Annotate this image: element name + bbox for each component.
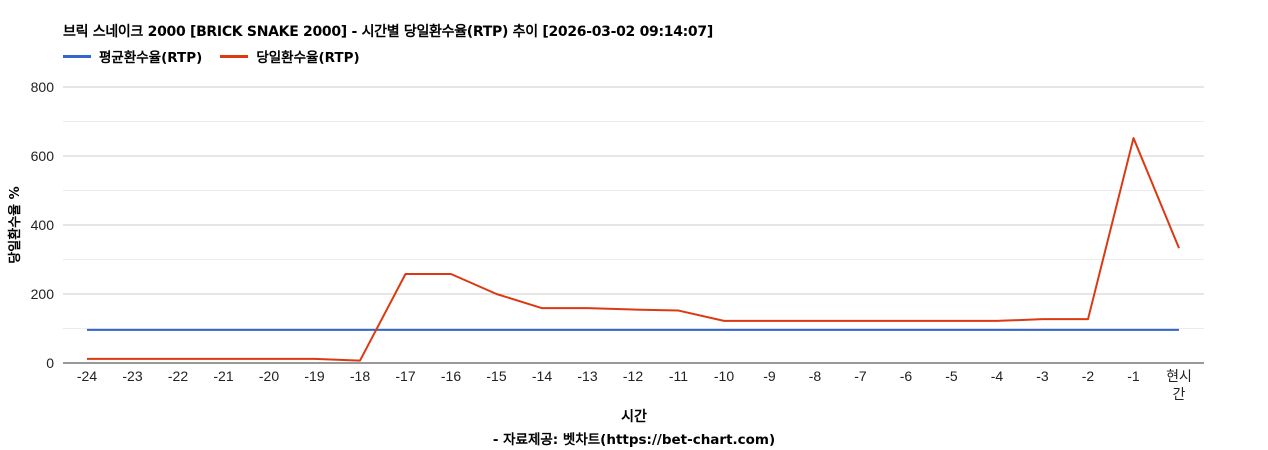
x-tick-label: -1: [1127, 368, 1140, 384]
x-tick-label: -3: [1036, 368, 1049, 384]
x-tick-label: -19: [304, 368, 324, 384]
x-tick-label: 간: [1173, 386, 1186, 402]
legend-swatch-average: [63, 54, 91, 58]
legend-item-daily[interactable]: 당일환수율(RTP): [220, 46, 360, 66]
x-tick-label: -11: [669, 368, 688, 384]
x-tick-label: -17: [395, 368, 415, 384]
x-tick-label: -10: [714, 368, 734, 384]
y-tick-label: 600: [31, 148, 55, 164]
legend: 평균환수율(RTP) 당일환수율(RTP): [63, 46, 378, 66]
x-tick-label: -13: [577, 368, 597, 384]
legend-label-daily: 당일환수율(RTP): [256, 50, 360, 66]
x-tick-label: -16: [441, 368, 461, 384]
x-tick-label: -2: [1082, 368, 1095, 384]
chart-title: 브릭 스네이크 2000 [BRICK SNAKE 2000] - 시간별 당일…: [63, 24, 713, 40]
source-credit: - 자료제공: 벳차트(https://bet-chart.com): [492, 432, 776, 448]
x-tick-label: -24: [77, 368, 97, 384]
y-tick-label: 800: [31, 79, 55, 95]
y-axis-title: 당일환수율 %: [7, 186, 23, 263]
x-tick-label: -8: [809, 368, 822, 384]
x-tick-label: -12: [623, 368, 643, 384]
daily-rtp-line: [87, 137, 1180, 362]
x-tick-label: -4: [991, 368, 1004, 384]
legend-item-average[interactable]: 평균환수율(RTP): [63, 46, 202, 66]
x-axis-title: 시간: [621, 409, 647, 425]
x-tick-label: -18: [350, 368, 370, 384]
x-tick-label: -6: [900, 368, 913, 384]
x-tick-label: -23: [122, 368, 142, 384]
x-tick-label: -9: [763, 368, 776, 384]
x-tick-label: -21: [213, 368, 233, 384]
x-tick-label: -22: [168, 368, 188, 384]
legend-label-average: 평균환수율(RTP): [99, 50, 203, 66]
x-tick-label: -14: [532, 368, 552, 384]
y-tick-label: 200: [31, 286, 55, 302]
legend-swatch-daily: [220, 54, 249, 58]
x-tick-label: -5: [945, 368, 958, 384]
x-tick-label: -15: [486, 368, 506, 384]
y-tick-label: 0: [46, 355, 54, 371]
y-tick-label: 400: [31, 217, 55, 233]
x-tick-label: -20: [259, 368, 279, 384]
x-tick-label: -7: [854, 368, 867, 384]
x-tick-label: 현시: [1166, 368, 1192, 384]
